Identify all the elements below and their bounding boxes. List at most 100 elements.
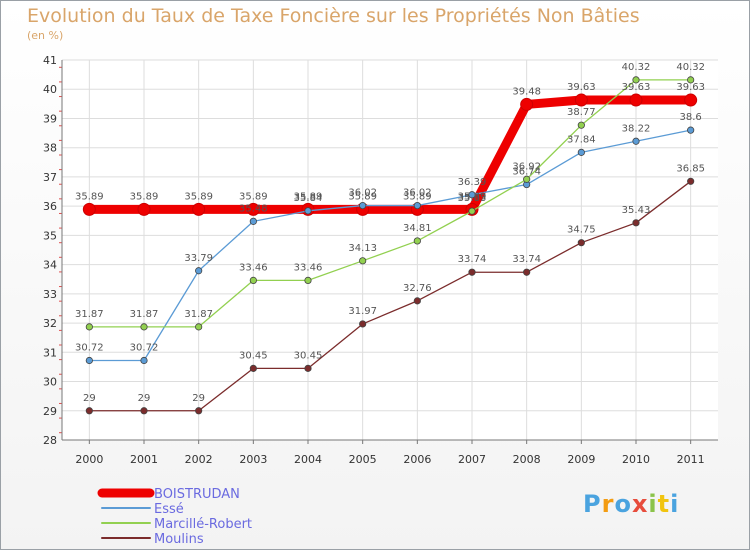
y-tick-label: 39: [43, 112, 57, 125]
logo-letter: o: [614, 490, 632, 518]
x-tick-label: 2003: [239, 453, 267, 466]
data-label: 39.48: [512, 86, 541, 97]
y-tick-label: 30: [43, 376, 57, 389]
data-label: 35.89: [75, 191, 104, 202]
axes: 28 29 30 31 32 33 34 35 36 37 38 39 40 41 2000 2001 2002…: [43, 54, 718, 466]
data-label: 40.32: [676, 62, 705, 73]
data-point: [359, 320, 367, 328]
series-layer: [82, 76, 698, 415]
x-tick-label: 2004: [294, 453, 322, 466]
data-point: [629, 93, 643, 107]
data-label: 29: [138, 393, 151, 404]
data-label: 34.13: [348, 243, 377, 254]
series-line-1: [88, 129, 692, 362]
data-point: [413, 297, 421, 305]
y-tick-label: 31: [43, 346, 57, 359]
legend-label: BOISTRUDAN: [154, 487, 240, 502]
data-label: 34.81: [403, 223, 432, 234]
data-label: 38.77: [567, 107, 596, 118]
data-label: 30.45: [294, 350, 323, 361]
y-tick-label: 28: [43, 434, 57, 447]
data-label: 32.76: [403, 283, 432, 294]
proxiti-logo: Proxiti: [583, 490, 679, 518]
chart-title: Evolution du Taux de Taxe Foncière sur l…: [27, 5, 640, 27]
data-label: 35.89: [294, 191, 323, 202]
data-label: 33.46: [294, 262, 323, 273]
data-label: 35.43: [622, 205, 651, 216]
data-point: [632, 219, 640, 227]
x-tick-label: 2001: [130, 453, 158, 466]
data-point: [413, 201, 421, 210]
data-point: [577, 148, 585, 156]
y-tick-label: 40: [43, 83, 57, 96]
data-point: [140, 356, 148, 365]
data-point: [632, 137, 640, 145]
data-point: [195, 323, 203, 331]
y-tick-label: 33: [43, 288, 57, 301]
logo-letter: i: [670, 490, 680, 518]
data-label: 35.89: [403, 191, 432, 202]
series-line-0: [84, 95, 696, 214]
logo-letter: r: [601, 490, 615, 518]
data-point: [304, 364, 312, 372]
y-tick-label: 35: [43, 229, 57, 242]
y-tick-label: 38: [43, 142, 57, 155]
data-point: [574, 93, 588, 107]
data-point: [577, 239, 585, 247]
x-tick-label: 2009: [567, 453, 595, 466]
data-label: 40.32: [622, 62, 651, 73]
data-point: [468, 268, 476, 276]
series-line-3: [88, 180, 692, 412]
data-point: [249, 276, 257, 284]
data-label: 39.63: [676, 82, 705, 93]
logo-letter: t: [657, 490, 671, 518]
data-label: 35.83: [458, 193, 487, 204]
data-label: 33.74: [512, 254, 541, 265]
data-point: [192, 202, 206, 216]
data-point: [140, 407, 148, 415]
data-label: 36.39: [458, 177, 487, 188]
data-point: [82, 202, 96, 216]
series-line-2: [88, 79, 692, 328]
data-point: [687, 76, 695, 84]
data-point: [523, 175, 531, 183]
data-point: [137, 202, 151, 216]
x-tick-label: 2010: [622, 453, 650, 466]
data-point: [523, 268, 531, 276]
data-label: 35.84: [294, 193, 323, 204]
data-label: 35.89: [239, 191, 268, 202]
data-point: [577, 121, 585, 129]
data-label: 31.87: [130, 309, 159, 320]
data-label: 36.02: [403, 188, 432, 199]
x-tick-label: 2002: [185, 453, 213, 466]
data-point: [687, 126, 695, 134]
data-point: [140, 323, 148, 331]
y-tick-label: 32: [43, 317, 57, 330]
y-tick-label: 34: [43, 259, 57, 272]
data-label: 31.87: [184, 309, 213, 320]
data-point: [249, 217, 257, 225]
data-label: 30.45: [239, 350, 268, 361]
x-tick-label: 2006: [403, 453, 431, 466]
plot-area: [62, 60, 718, 440]
data-point: [359, 201, 367, 210]
data-point: [520, 97, 534, 111]
data-label: 35.89: [184, 191, 213, 202]
data-label: 35.89: [130, 191, 159, 202]
legend-label: Essé: [154, 502, 184, 517]
data-label: 36.85: [676, 163, 705, 174]
data-point: [195, 407, 203, 415]
data-point: [687, 177, 695, 185]
logo-letter: P: [583, 490, 602, 518]
data-label: 38.22: [622, 123, 651, 134]
logo-letter: i: [648, 490, 658, 518]
data-label: 30.72: [75, 342, 104, 353]
data-point: [468, 191, 476, 199]
x-tick-label: 2005: [349, 453, 377, 466]
data-point: [304, 207, 312, 215]
data-point: [413, 237, 421, 245]
data-label: 33.74: [458, 254, 487, 265]
data-label: 36.74: [512, 167, 541, 178]
data-label: 36.92: [512, 161, 541, 172]
